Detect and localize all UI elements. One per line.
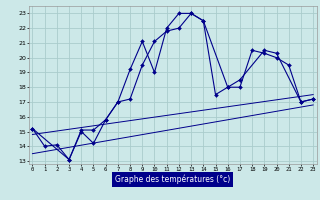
X-axis label: Graphe des températures (°c): Graphe des températures (°c)	[115, 175, 230, 184]
